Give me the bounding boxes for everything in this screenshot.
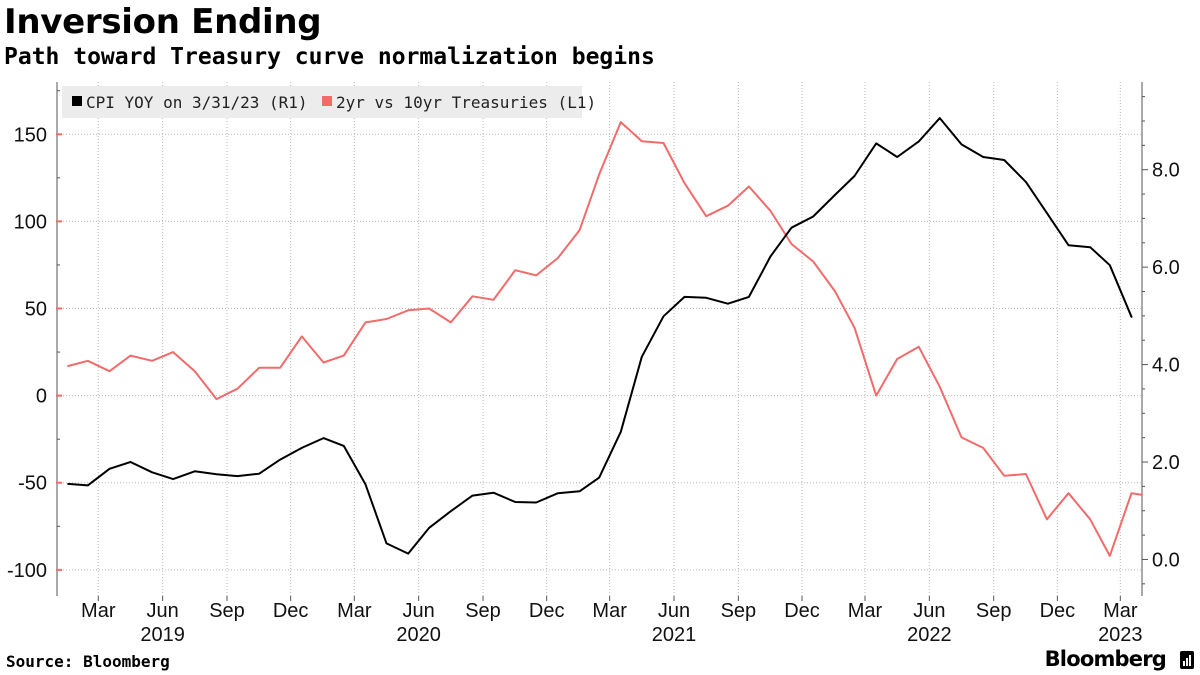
x-month-label: Jun (913, 600, 945, 622)
x-month-label: Dec (1040, 600, 1076, 622)
bloomberg-terminal-icon (1180, 651, 1194, 669)
legend-label: 2yr vs 10yr Treasuries (L1) (336, 93, 596, 112)
x-month-label: Mar (81, 600, 116, 622)
legend-swatch (322, 96, 332, 106)
x-year-label: 2020 (396, 624, 441, 646)
x-month-label: Dec (529, 600, 565, 622)
x-month-label: Sep (209, 600, 245, 622)
x-month-label: Jun (658, 600, 690, 622)
brand-logo: Bloomberg (1044, 647, 1167, 671)
left-tick-label: 150 (14, 124, 47, 146)
left-tick-label: -50 (18, 473, 47, 495)
x-year-label: 2022 (907, 624, 952, 646)
legend-swatch (72, 96, 82, 106)
left-tick-label: 50 (25, 299, 47, 321)
x-month-label: Mar (1103, 600, 1138, 622)
legend-label: CPI YOY on 3/31/23 (R1) (86, 93, 308, 112)
x-month-label: Dec (273, 600, 309, 622)
left-tick-label: 0 (36, 386, 47, 408)
right-tick-label: 0.0 (1152, 549, 1180, 571)
x-month-label: Mar (592, 600, 627, 622)
x-month-label: Sep (465, 600, 501, 622)
right-tick-label: 8.0 (1152, 160, 1180, 182)
series-line-cpi-yoy (67, 117, 1133, 555)
x-month-label: Mar (337, 600, 372, 622)
right-tick-label: 4.0 (1152, 355, 1180, 377)
right-tick-label: 6.0 (1152, 257, 1180, 279)
left-tick-label: 100 (14, 211, 47, 233)
x-year-label: 2019 (140, 624, 185, 646)
x-month-label: Jun (147, 600, 179, 622)
x-year-label: 2023 (1098, 624, 1143, 646)
chart-title: Inversion Ending (4, 2, 322, 42)
x-month-label: Dec (784, 600, 820, 622)
x-month-label: Jun (403, 600, 435, 622)
x-year-label: 2021 (652, 624, 697, 646)
source-note: Source: Bloomberg (6, 652, 170, 671)
left-tick-label: -100 (7, 560, 47, 582)
x-month-label: Sep (976, 600, 1012, 622)
x-month-label: Mar (848, 600, 883, 622)
right-tick-label: 2.0 (1152, 452, 1180, 474)
series-line-2yr-10yr-spread (67, 121, 1143, 557)
x-month-label: Sep (721, 600, 757, 622)
chart-subtitle: Path toward Treasury curve normalization… (4, 44, 655, 70)
